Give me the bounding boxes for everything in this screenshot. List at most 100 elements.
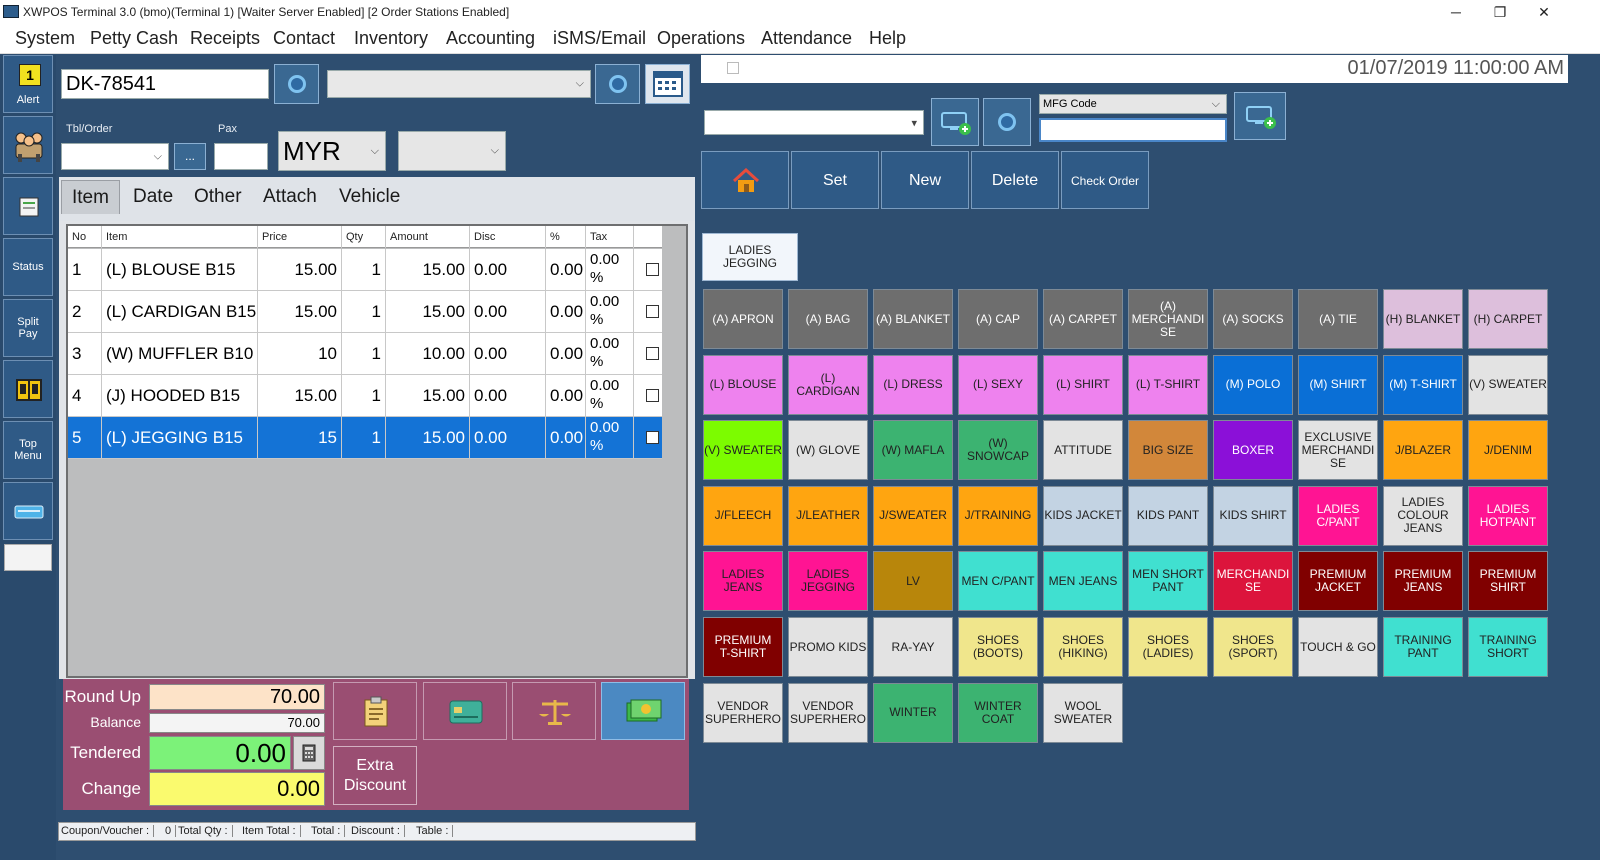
- category-button[interactable]: PREMIUM SHIRT: [1468, 551, 1548, 612]
- row-checkbox[interactable]: [646, 305, 659, 318]
- menu-receipts[interactable]: Receipts: [190, 28, 261, 48]
- category-button[interactable]: J/LEATHER: [788, 485, 868, 546]
- card-payment-button[interactable]: [423, 682, 507, 740]
- category-button[interactable]: LADIES JEGGING: [788, 551, 868, 612]
- top-menu-button[interactable]: Top Menu: [3, 421, 53, 479]
- table-row[interactable]: 1 (L) BLOUSE B15 15.00 1 15.00 0.00 0.00 0.00%: [68, 249, 662, 291]
- menu-attendance[interactable]: Attendance: [761, 28, 853, 48]
- menu-operations[interactable]: Operations: [657, 28, 746, 48]
- product-search-combo[interactable]: ▾: [704, 110, 924, 135]
- category-button[interactable]: SHOES (HIKING): [1043, 617, 1123, 677]
- col-pct[interactable]: %: [546, 226, 586, 248]
- category-button[interactable]: (M) T-SHIRT: [1383, 354, 1463, 415]
- category-button[interactable]: EXCLUSIVE MERCHANDI SE: [1298, 420, 1378, 481]
- row-checkbox[interactable]: [646, 431, 659, 444]
- blank-rail-button[interactable]: [4, 544, 52, 571]
- receipt-button[interactable]: [3, 177, 53, 235]
- menu-inventory[interactable]: Inventory: [354, 28, 429, 48]
- tab-vehicle[interactable]: Vehicle: [339, 186, 401, 207]
- status-button[interactable]: Status: [3, 238, 53, 296]
- tendered-field[interactable]: 0.00: [149, 736, 291, 770]
- category-button[interactable]: BOXER: [1213, 420, 1293, 481]
- category-button[interactable]: ATTITUDE: [1043, 420, 1123, 481]
- category-button[interactable]: J/TRAINING: [958, 485, 1038, 546]
- category-button[interactable]: (A) BLANKET: [873, 289, 953, 349]
- category-button[interactable]: (L) SEXY: [958, 354, 1038, 415]
- scale-button[interactable]: [512, 682, 596, 740]
- category-button[interactable]: (L) BLOUSE: [703, 354, 783, 415]
- category-button[interactable]: (A) TIE: [1298, 289, 1378, 349]
- category-button[interactable]: (A) CAP: [958, 289, 1038, 349]
- delete-button[interactable]: Delete: [971, 151, 1059, 209]
- category-button[interactable]: (W) GLOVE: [788, 420, 868, 481]
- add-mfg-button[interactable]: [1234, 92, 1286, 140]
- add-device-button[interactable]: [931, 98, 979, 146]
- category-button[interactable]: PROMO KIDS: [788, 617, 868, 677]
- customer-combo[interactable]: ⌵: [327, 70, 591, 98]
- category-button[interactable]: MEN JEANS: [1043, 551, 1123, 612]
- category-button[interactable]: TOUCH & GO: [1298, 617, 1378, 677]
- menu-help[interactable]: Help: [869, 28, 907, 48]
- category-button[interactable]: J/SWEATER: [873, 485, 953, 546]
- customer-search-button[interactable]: [595, 64, 640, 104]
- category-button[interactable]: J/BLAZER: [1383, 420, 1463, 481]
- tab-date[interactable]: Date: [133, 186, 174, 207]
- minimize-button[interactable]: ─: [1451, 4, 1461, 20]
- secondary-select[interactable]: ⌵: [398, 131, 506, 171]
- category-button[interactable]: LADIES COLOUR JEANS: [1383, 485, 1463, 546]
- category-button[interactable]: MEN C/PANT: [958, 551, 1038, 612]
- category-button[interactable]: VENDOR SUPERHERO: [703, 682, 783, 743]
- table-row[interactable]: 5 (L) JEGGING B15 15 1 15.00 0.00 0.00 0.00%: [68, 417, 662, 459]
- document-search-button[interactable]: [274, 64, 319, 104]
- category-button[interactable]: PREMIUM T-SHIRT: [703, 617, 783, 677]
- product-search-button[interactable]: [983, 98, 1031, 146]
- items-grid[interactable]: No Item Price Qty Amount Disc % Tax 1 (L)…: [66, 224, 688, 678]
- set-button[interactable]: Set: [791, 151, 879, 209]
- extra-discount-button[interactable]: Extra Discount: [333, 746, 417, 805]
- check-order-button[interactable]: Check Order: [1061, 151, 1149, 209]
- home-button[interactable]: [701, 151, 789, 209]
- row-checkbox[interactable]: [646, 347, 659, 360]
- col-qty[interactable]: Qty: [342, 226, 386, 248]
- maximize-button[interactable]: ❐: [1493, 4, 1507, 20]
- col-price[interactable]: Price: [258, 226, 342, 248]
- category-button[interactable]: LADIES C/PANT: [1298, 485, 1378, 546]
- clipboard-payment-button[interactable]: [333, 682, 417, 740]
- category-button[interactable]: (W) MAFLA: [873, 420, 953, 481]
- menu-contact[interactable]: Contact: [273, 28, 336, 48]
- category-breadcrumb[interactable]: LADIES JEGGING: [702, 233, 798, 281]
- category-button[interactable]: RA-YAY: [873, 617, 953, 677]
- category-button[interactable]: (H) CARPET: [1468, 289, 1548, 349]
- new-button[interactable]: New: [881, 151, 969, 209]
- category-button[interactable]: (W) SNOWCAP: [958, 420, 1038, 481]
- menu-isms-email[interactable]: iSMS/Email: [553, 28, 647, 48]
- category-button[interactable]: WINTER: [873, 682, 953, 743]
- table-order-combo[interactable]: ⌵: [61, 143, 169, 170]
- category-button[interactable]: VENDOR SUPERHERO: [788, 682, 868, 743]
- category-button[interactable]: (A) MERCHANDI SE: [1128, 289, 1208, 349]
- category-button[interactable]: SHOES (BOOTS): [958, 617, 1038, 677]
- col-amount[interactable]: Amount: [386, 226, 470, 248]
- mfg-code-input[interactable]: [1039, 118, 1227, 142]
- category-button[interactable]: MEN SHORT PANT: [1128, 551, 1208, 612]
- tab-other[interactable]: Other: [194, 186, 242, 207]
- category-button[interactable]: (L) DRESS: [873, 354, 953, 415]
- category-button[interactable]: KIDS JACKET: [1043, 485, 1123, 546]
- close-button[interactable]: ✕: [1538, 4, 1550, 20]
- category-button[interactable]: LADIES HOTPANT: [1468, 485, 1548, 546]
- category-button[interactable]: (L) CARDIGAN: [788, 354, 868, 415]
- book-button[interactable]: [3, 360, 53, 418]
- currency-select[interactable]: MYR ⌵: [278, 131, 386, 171]
- category-button[interactable]: WINTER COAT: [958, 682, 1038, 743]
- category-button[interactable]: SHOES (LADIES): [1128, 617, 1208, 677]
- table-row[interactable]: 3 (W) MUFFLER B10 10 1 10.00 0.00 0.00 0.00%: [68, 333, 662, 375]
- category-button[interactable]: (L) T-SHIRT: [1128, 354, 1208, 415]
- keyboard-button[interactable]: [3, 482, 53, 540]
- category-button[interactable]: J/FLEECH: [703, 485, 783, 546]
- col-item[interactable]: Item: [102, 226, 258, 248]
- menu-system[interactable]: System: [15, 28, 76, 48]
- waiter-group-button[interactable]: [3, 116, 53, 174]
- category-button[interactable]: PREMIUM JACKET: [1298, 551, 1378, 612]
- table-row[interactable]: 4 (J) HOODED B15 15.00 1 15.00 0.00 0.00 0.00%: [68, 375, 662, 417]
- category-button[interactable]: TRAINING SHORT: [1468, 617, 1548, 677]
